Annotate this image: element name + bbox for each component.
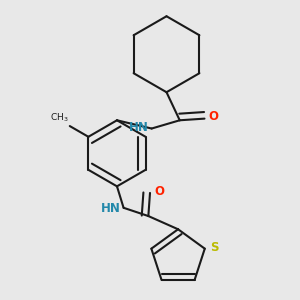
Text: CH$_3$: CH$_3$ — [50, 112, 68, 124]
Text: HN: HN — [129, 122, 149, 134]
Text: O: O — [154, 185, 164, 198]
Text: S: S — [210, 241, 218, 254]
Text: O: O — [208, 110, 218, 124]
Text: HN: HN — [100, 202, 120, 215]
